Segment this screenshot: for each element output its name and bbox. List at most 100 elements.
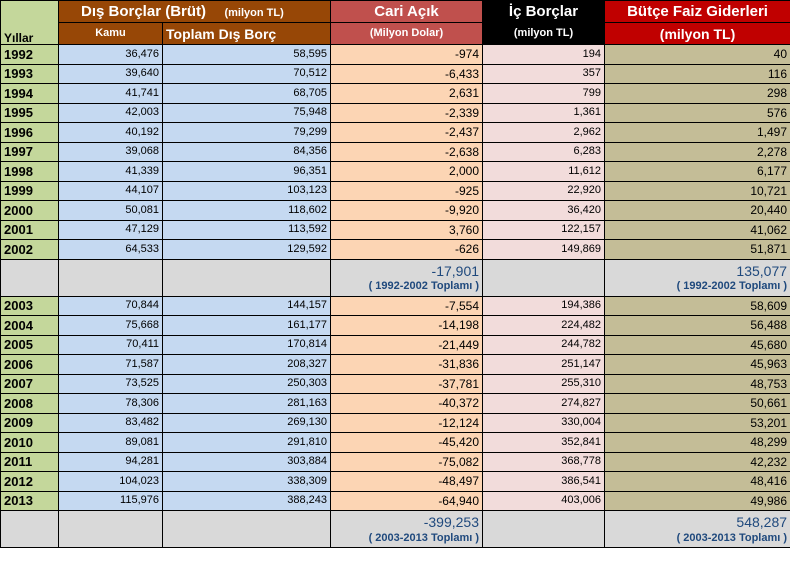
cari-acik-cell: -974 [330,44,484,65]
table-row: 2007 73,525 250,303 -37,781 255,310 48,753 [0,373,790,394]
year-cell: 1992 [0,44,59,65]
debt-table: Yıllar Dış Borçlar (Brüt) (milyon TL) Ca… [0,0,790,548]
year-cell: 2001 [0,219,59,240]
ic-borclar-cell: 1,361 [482,102,606,123]
table-row: 1994 41,741 68,705 2,631 799 298 [0,83,790,104]
table-row: 2003 70,844 144,157 -7,554 194,386 58,609 [0,295,790,316]
summary-empty-cell [482,258,606,278]
butce-faiz-cell: 298 [604,83,790,104]
year-cell: 2008 [0,393,59,414]
ic-borclar-cell: 244,782 [482,334,606,355]
year-cell: 1994 [0,83,59,104]
summary-empty-cell [482,277,606,297]
table-row: 1999 44,107 103,123 -925 22,920 10,721 [0,180,790,201]
summary-empty-cell [161,510,332,529]
ic-borclar-cell: 330,004 [482,412,606,433]
table-row: 2005 70,411 170,814 -21,449 244,782 45,680 [0,334,790,355]
table-row: 2012 104,023 338,309 -48,497 386,541 48,416 [0,471,790,492]
butce-faiz-cell: 50,661 [604,393,790,414]
ic-borclar-cell: 352,841 [482,432,606,453]
cari-total-label-1992-2002: ( 1992-2002 Toplamı ) [330,277,484,297]
kamu-cell: 64,533 [58,239,163,260]
cari-acik-cell: -21,449 [330,334,484,355]
cari-acik-cell: -40,372 [330,393,484,414]
cari-acik-cell: -37,781 [330,373,484,394]
year-cell: 1999 [0,180,59,201]
year-cell: 2005 [0,334,59,355]
kamu-cell: 71,587 [58,354,163,375]
cari-acik-cell: -7,554 [330,295,484,316]
butce-faiz-cell: 49,986 [604,490,790,511]
butce-faiz-cell: 576 [604,102,790,123]
dis-borclar-header: Dış Borçlar (Brüt) (milyon TL) [57,0,332,23]
year-cell: 2000 [0,200,59,221]
table-row: 2009 83,482 269,130 -12,124 330,004 53,201 [0,412,790,433]
cari-acik-cell: 2,631 [330,83,484,104]
cari-acik-cell: -48,497 [330,471,484,492]
ic-borclar-cell: 274,827 [482,393,606,414]
rows-1992-2002: 1992 36,476 58,595 -974 194 40 1993 39,640 70,51… [0,44,790,260]
toplam-dis-borc-cell: 281,163 [161,393,332,414]
ic-borclar-cell: 799 [482,83,606,104]
year-cell: 1995 [0,102,59,123]
summary-empty-cell [0,510,59,529]
cari-acik-cell: -12,124 [330,412,484,433]
cari-acik-cell: -2,638 [330,141,484,162]
butce-total-label-2003-2013: ( 2003-2013 Toplamı ) [604,529,790,548]
kamu-cell: 47,129 [58,219,163,240]
toplam-dis-borc-cell: 250,303 [161,373,332,394]
kamu-cell: 83,482 [58,412,163,433]
toplam-dis-borc-cell: 291,810 [161,432,332,453]
toplam-dis-borc-cell: 269,130 [161,412,332,433]
year-cell: 1997 [0,141,59,162]
cari-acik-cell: -64,940 [330,490,484,511]
summary-empty-cell [161,277,332,297]
ic-borclar-cell: 194 [482,44,606,65]
table-row: 2013 115,976 388,243 -64,940 403,006 49,986 [0,490,790,511]
butce-faiz-cell: 40 [604,44,790,65]
cari-acik-cell: -925 [330,180,484,201]
summary-empty-cell [0,529,59,548]
toplam-dis-borc-cell: 208,327 [161,354,332,375]
summary-empty-cell [58,277,163,297]
toplam-dis-borc-cell: 144,157 [161,295,332,316]
year-cell: 2003 [0,295,59,316]
toplam-dis-borc-cell: 75,948 [161,102,332,123]
cari-acik-cell: -31,836 [330,354,484,375]
table-row: 1995 42,003 75,948 -2,339 1,361 576 [0,102,790,123]
ic-borclar-cell: 22,920 [482,180,606,201]
cari-total-1992-2002: -17,901 [330,258,484,278]
butce-faiz-cell: 10,721 [604,180,790,201]
ic-borclar-cell: 11,612 [482,161,606,182]
ic-borclar-cell: 251,147 [482,354,606,375]
ic-borclar-cell: 255,310 [482,373,606,394]
kamu-cell: 70,411 [58,334,163,355]
kamu-cell: 50,081 [58,200,163,221]
kamu-cell: 41,339 [58,161,163,182]
table-row: 1998 41,339 96,351 2,000 11,612 6,177 [0,161,790,182]
table-row: 2011 94,281 303,884 -75,082 368,778 42,232 [0,451,790,472]
year-cell: 2010 [0,432,59,453]
toplam-dis-borc-cell: 96,351 [161,161,332,182]
year-cell: 2011 [0,451,59,472]
toplam-dis-borc-cell: 129,592 [161,239,332,260]
butce-faiz-cell: 20,440 [604,200,790,221]
summary-empty-cell [161,529,332,548]
toplam-dis-borc-cell: 84,356 [161,141,332,162]
toplam-dis-borc-cell: 113,592 [161,219,332,240]
summary-empty-cell [482,510,606,529]
ic-borclar-cell: 194,386 [482,295,606,316]
kamu-cell: 41,741 [58,83,163,104]
summary-empty-cell [58,510,163,529]
cari-acik-cell: -6,433 [330,63,484,84]
cari-acik-cell: -14,198 [330,315,484,336]
toplam-header: Toplam Dış Borç [161,22,332,45]
kamu-cell: 75,668 [58,315,163,336]
cari-acik-cell: 3,760 [330,219,484,240]
kamu-cell: 104,023 [58,471,163,492]
kamu-cell: 39,640 [58,63,163,84]
cari-header-unit: (Milyon Dolar) [330,22,484,45]
ic-borclar-cell: 386,541 [482,471,606,492]
kamu-header: Kamu [58,22,163,45]
kamu-cell: 78,306 [58,393,163,414]
